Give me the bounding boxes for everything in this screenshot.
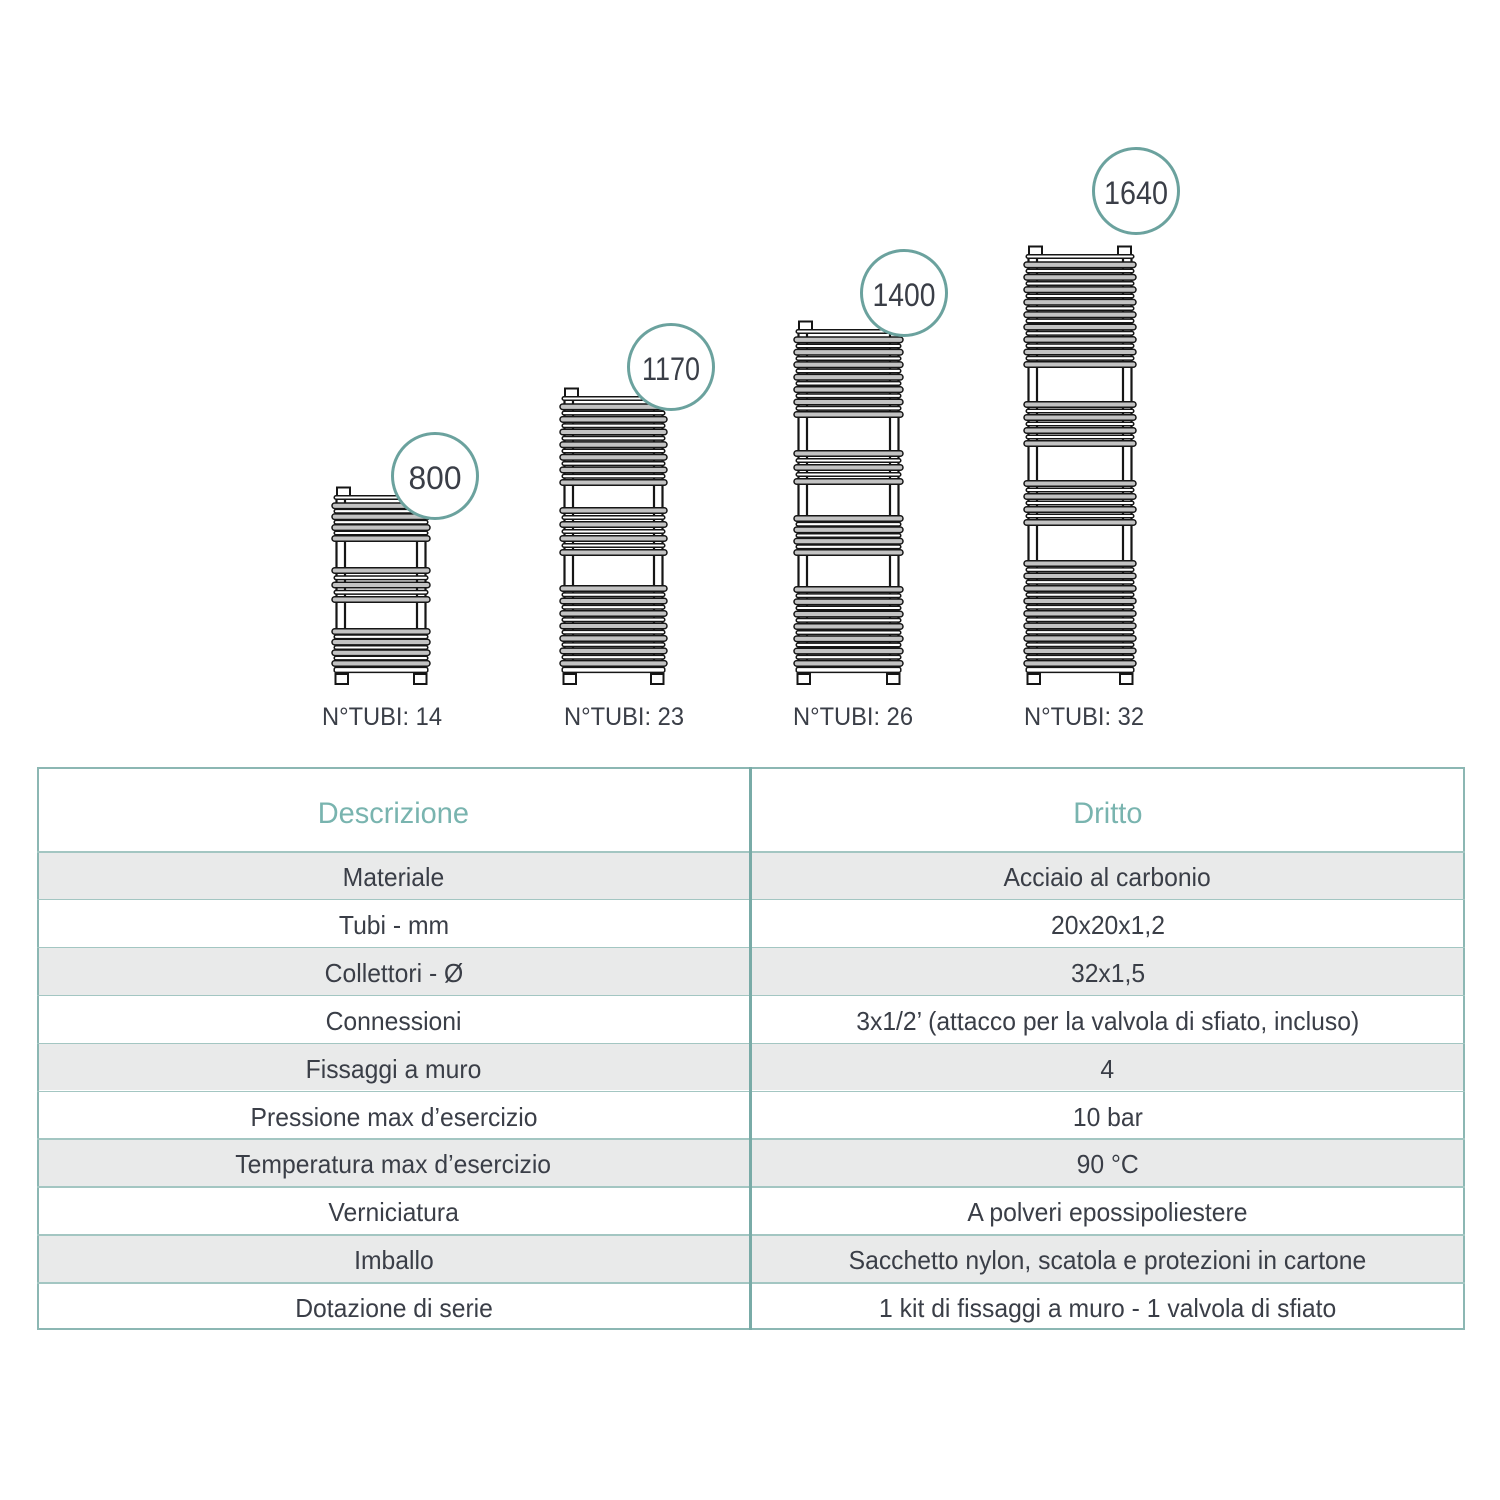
svg-text:1400: 1400 (873, 277, 936, 313)
svg-text:N°TUBI: 23: N°TUBI: 23 (564, 703, 684, 731)
svg-text:800: 800 (409, 460, 462, 496)
svg-text:N°TUBI: 14: N°TUBI: 14 (322, 703, 442, 731)
svg-text:N°TUBI: 26: N°TUBI: 26 (793, 703, 913, 731)
svg-text:N°TUBI: 32: N°TUBI: 32 (1024, 703, 1144, 731)
svg-text:1640: 1640 (1104, 175, 1168, 211)
svg-text:1170: 1170 (642, 351, 700, 387)
